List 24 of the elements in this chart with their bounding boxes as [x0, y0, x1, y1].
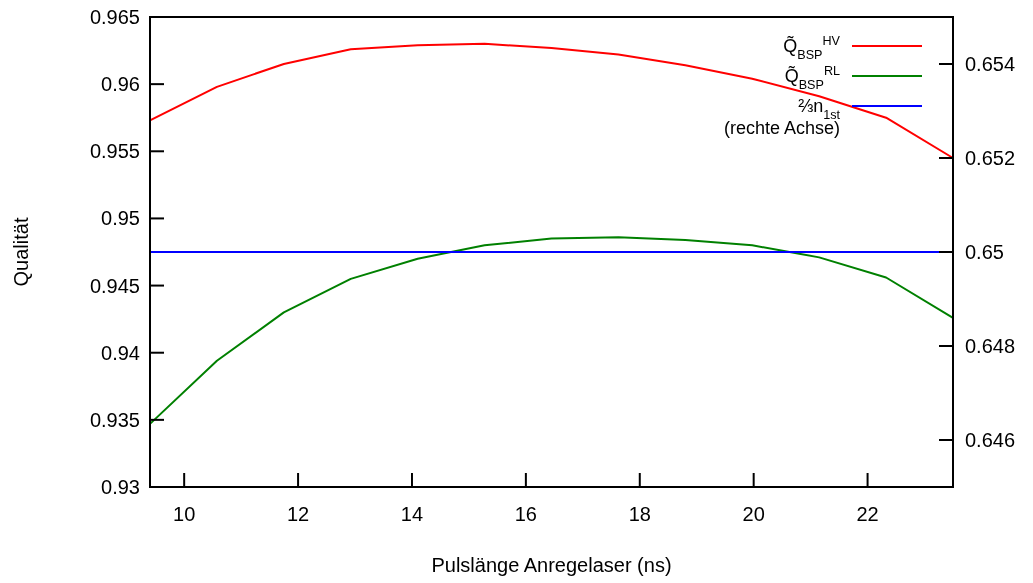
y2-tick-label: 0.652	[965, 147, 1016, 169]
y-tick-label: 0.96	[101, 73, 140, 96]
y-tick-label: 0.955	[89, 140, 140, 163]
y-axis-title: Qualität	[10, 217, 32, 287]
x-tick-label: 20	[742, 503, 765, 525]
y2-tick-label: 0.646	[965, 429, 1016, 451]
y-tick-label: 0.94	[101, 341, 140, 364]
x-tick-label: 16	[514, 503, 537, 525]
line-series	[149, 236, 954, 425]
y2-tick-label: 0.654	[965, 53, 1016, 75]
y-tick-label: 0.93	[101, 476, 140, 498]
y2-tick-label: 0.648	[965, 335, 1016, 357]
x-tick-label: 14	[400, 503, 424, 525]
x-tick-label: 10	[173, 503, 196, 525]
y-tick-label: 0.965	[89, 6, 140, 28]
x-tick-label: 22	[856, 503, 879, 525]
y2-tick-label: 0.65	[965, 241, 1004, 263]
legend-label: ⅔n$_{1st}$ (rechte Achse)	[723, 96, 841, 138]
x-tick-label: 12	[286, 503, 310, 525]
x-tick-label: 18	[628, 503, 651, 525]
y-tick-label: 0.935	[89, 408, 140, 431]
x-axis-title: Pulslänge Anregelaser (ns)	[431, 554, 672, 576]
y-tick-label: 0.945	[89, 274, 140, 297]
y-tick-label: 0.95	[101, 207, 140, 230]
